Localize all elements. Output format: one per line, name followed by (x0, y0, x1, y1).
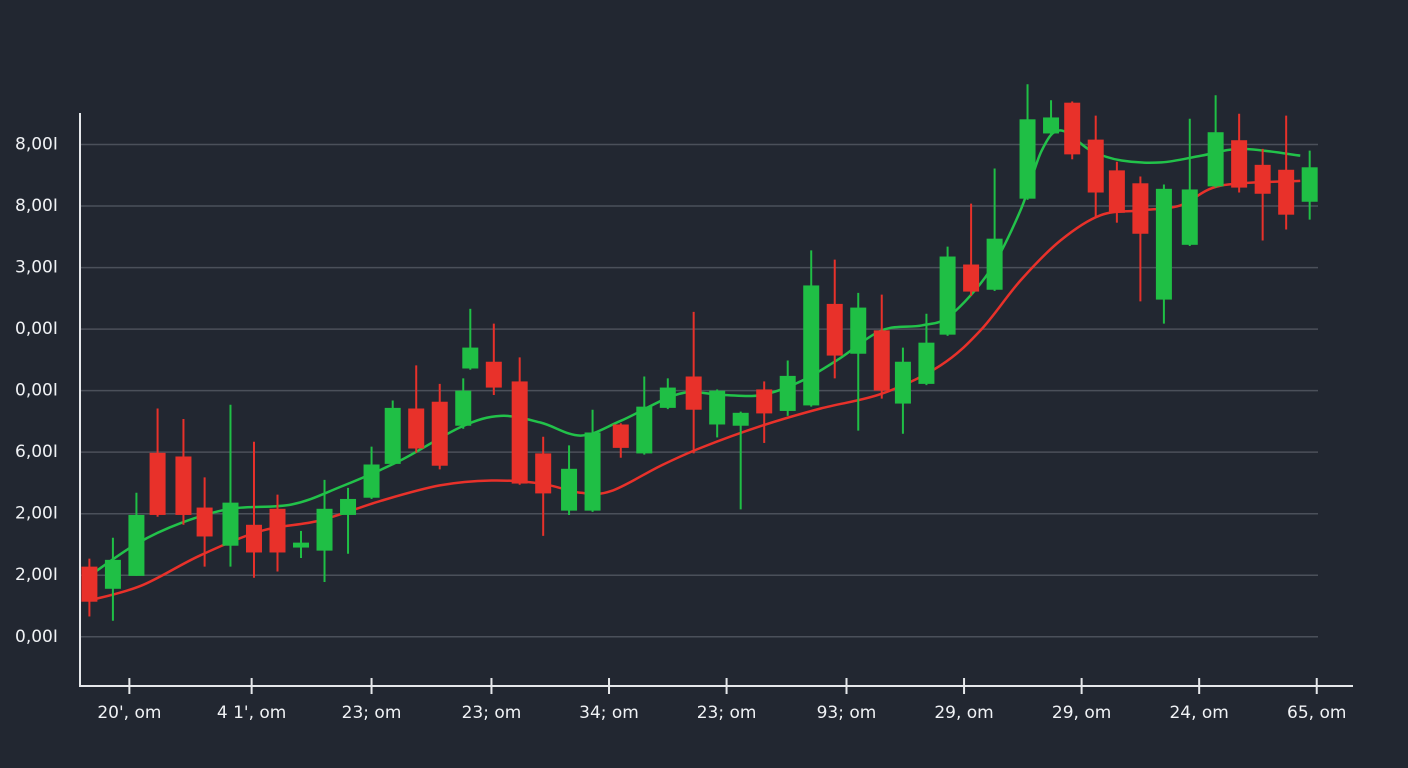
candle-body (535, 453, 552, 494)
candle-body (939, 256, 956, 335)
candle-body (222, 502, 239, 546)
candle-body (803, 285, 820, 406)
y-tick-label: 0,00I (15, 627, 58, 647)
candle-body (455, 390, 472, 426)
candle-body (963, 264, 980, 292)
x-tick-label: 93; om (817, 703, 877, 723)
y-tick-label: 2,00I (15, 504, 58, 524)
y-tick-label: 0,00I (15, 381, 58, 401)
candle-body (511, 381, 528, 484)
candle-body (1064, 102, 1081, 155)
candles (81, 84, 1318, 621)
candle-body (1043, 117, 1060, 134)
candle-body (1019, 119, 1036, 199)
x-tick-label: 23; om (342, 703, 402, 723)
candle-body (732, 412, 749, 426)
candle-body (584, 432, 601, 511)
candle-body (1108, 170, 1125, 213)
candle-body (269, 508, 286, 553)
candle-body (363, 464, 380, 498)
x-tick-label: 34; om (579, 703, 639, 723)
candle-body (873, 330, 890, 391)
candle-body (1231, 140, 1248, 188)
y-tick-label: 8,00I (15, 135, 58, 155)
candle-body (1278, 169, 1295, 215)
x-tick-label: 23; om (697, 703, 757, 723)
x-tick-label: 20', om (97, 703, 161, 723)
candle-body (1155, 188, 1172, 300)
candle-body (293, 542, 310, 548)
candle-body (612, 424, 629, 448)
x-tick-label: 29, om (934, 703, 993, 723)
x-tick-label: 23; om (462, 703, 522, 723)
candle-body (894, 361, 911, 404)
candle-body (826, 303, 843, 356)
candle-body (462, 347, 479, 369)
candle-body (636, 406, 653, 454)
y-tick-label: 3,00I (15, 258, 58, 278)
y-tick-label: 6,00I (15, 442, 58, 462)
candle-body (81, 566, 98, 602)
candle-body (659, 387, 676, 408)
y-tick-label: 8,00I (15, 196, 58, 216)
candle-body (1181, 189, 1198, 245)
x-tick-label: 4 1', om (217, 703, 286, 723)
candle-body (918, 342, 935, 384)
candle-body (1132, 183, 1149, 234)
candle-body (709, 390, 726, 425)
candle-body (196, 507, 213, 537)
labels: 8,00I 8,00I 3,00I 0,00I 0,00I 6,00I 2,00I 2,00I… (15, 135, 1346, 723)
candle-body (561, 468, 578, 511)
candle-body (316, 508, 333, 551)
candle-body (245, 524, 262, 553)
x-tick-label: 24, om (1169, 703, 1228, 723)
candle-body (685, 376, 702, 410)
x-tick-label: 29, om (1052, 703, 1111, 723)
candle-body (756, 389, 773, 414)
candle-body (340, 498, 357, 515)
candle-body (1207, 132, 1224, 187)
candle-body (485, 361, 502, 388)
candle-body (1087, 139, 1104, 193)
candle-body (175, 456, 192, 515)
y-tick-label: 2,00I (15, 565, 58, 585)
candle-body (850, 307, 867, 354)
candle-body (1301, 167, 1318, 202)
x-tick-label: 65, om (1287, 703, 1346, 723)
candle-body (1254, 164, 1271, 194)
candle-body (384, 407, 401, 464)
candle-body (779, 375, 796, 411)
candle-body (128, 514, 145, 576)
candle-body (149, 452, 166, 515)
candle-body (408, 408, 425, 449)
y-tick-label: 0,00I (15, 319, 58, 339)
candle-body (104, 559, 121, 589)
candle-body (431, 401, 448, 466)
candle-body (986, 238, 1003, 290)
